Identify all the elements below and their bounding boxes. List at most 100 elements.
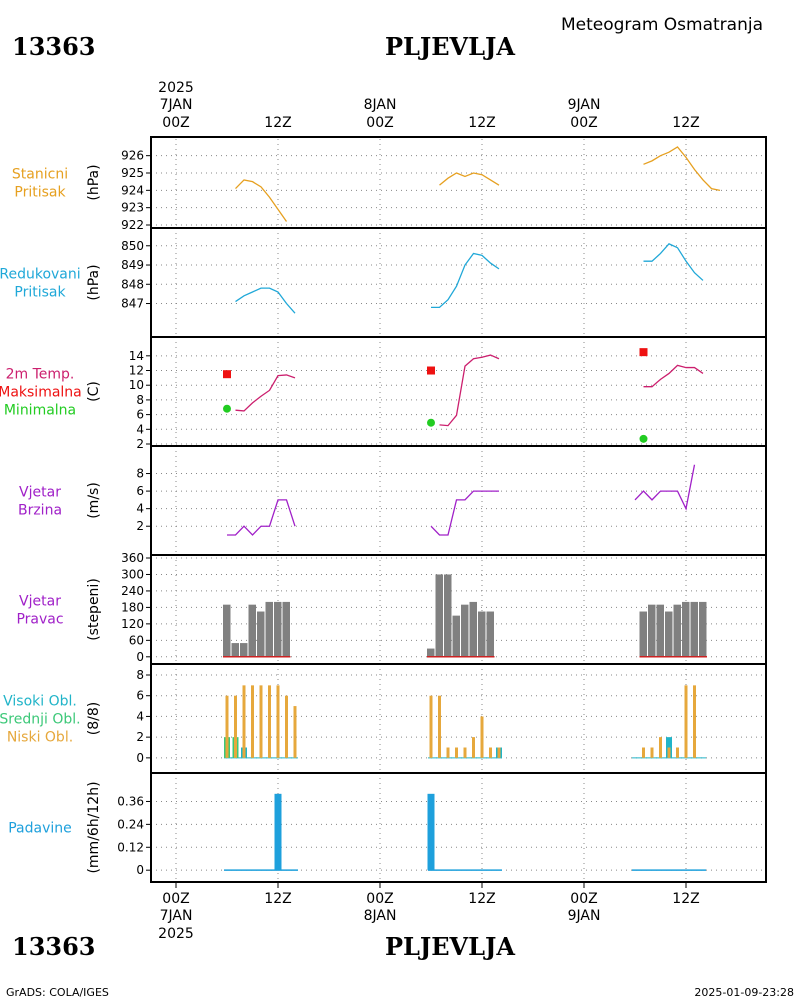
unit-label: (hPa) <box>86 164 102 200</box>
timestamp: 2025-01-09-23:28 <box>694 986 794 999</box>
y-tick-label: 10 <box>129 378 144 392</box>
direction-bar <box>444 574 452 657</box>
y-tick-label: 0 <box>136 863 144 877</box>
top-hour-label: 12Z <box>468 115 495 131</box>
y-tick-label: 0.24 <box>117 817 144 831</box>
low-cloud-bar <box>667 747 671 758</box>
unit-label: (mm/6h/12h) <box>86 781 102 873</box>
y-tick-label: 6 <box>136 484 144 498</box>
panel-label: Brzina <box>18 503 62 519</box>
precip-bar <box>427 793 435 871</box>
panel-label: Redukovani <box>0 267 81 283</box>
low-cloud-bar <box>285 695 288 758</box>
panel-label: Pritisak <box>14 285 66 301</box>
direction-bar <box>478 611 486 657</box>
low-cloud-bar <box>463 747 467 758</box>
direction-bar <box>452 615 460 657</box>
panel-2 <box>146 336 767 447</box>
bottom-date-label: 9JAN <box>568 908 601 924</box>
panel-frame <box>150 136 767 229</box>
y-tick-label: 180 <box>121 600 144 614</box>
low-cloud-bar <box>251 685 254 758</box>
series-line <box>235 179 288 222</box>
low-cloud-bar <box>642 747 645 758</box>
panel-3 <box>146 445 767 556</box>
panel-6 <box>146 772 767 883</box>
bottom-hour-label: 00Z <box>162 891 189 907</box>
low-cloud-bar <box>225 695 229 758</box>
series-line <box>431 252 500 309</box>
bottom-hour-label: 00Z <box>570 891 597 907</box>
max-temp-point <box>427 366 435 375</box>
series-line <box>643 146 721 191</box>
panel-label: Pravac <box>16 612 63 628</box>
min-temp-point <box>427 418 435 427</box>
direction-bar <box>699 601 707 657</box>
max-temp-point <box>223 370 231 379</box>
direction-bar <box>665 611 673 657</box>
station-id-top: 13363 <box>12 32 96 61</box>
bottom-year-label: 2025 <box>158 926 194 942</box>
unit-label: (stepeni) <box>86 578 102 641</box>
y-tick-label: 847 <box>121 297 144 311</box>
y-tick-label: 6 <box>136 408 144 422</box>
y-tick-label: 8 <box>136 467 144 481</box>
y-tick-label: 0.36 <box>117 794 144 808</box>
y-tick-label: 923 <box>121 201 144 215</box>
series-line <box>430 490 499 536</box>
top-hour-label: 00Z <box>570 115 597 131</box>
panel-label: Visoki Obl. <box>3 694 77 710</box>
series-line <box>227 499 296 536</box>
bottom-hour-label: 12Z <box>264 891 291 907</box>
direction-bar <box>223 604 231 657</box>
low-cloud-bar <box>438 695 441 758</box>
unit-label: (m/s) <box>86 482 102 519</box>
low-cloud-bar <box>472 737 475 758</box>
y-tick-label: 14 <box>129 349 144 363</box>
y-tick-label: 2 <box>136 730 144 744</box>
direction-bar <box>265 601 273 657</box>
top-date-label: 7JAN <box>160 97 193 113</box>
direction-bar <box>427 648 435 657</box>
panel-label: Srednji Obl. <box>0 712 81 728</box>
series-line <box>643 243 704 281</box>
low-cloud-bar <box>429 695 433 758</box>
direction-bar <box>257 611 265 657</box>
panel-frame <box>150 336 767 447</box>
direction-bar <box>274 601 282 657</box>
direction-bar <box>673 604 681 657</box>
y-tick-label: 924 <box>121 183 144 197</box>
panel-label: Minimalna <box>4 403 76 419</box>
panel-label: Niski Obl. <box>7 730 73 746</box>
top-hour-label: 00Z <box>162 115 189 131</box>
low-cloud-bar <box>659 737 662 758</box>
series-line <box>235 287 296 314</box>
y-tick-label: 300 <box>121 567 144 581</box>
direction-bar <box>461 604 469 657</box>
y-tick-label: 360 <box>121 551 144 565</box>
low-cloud-bar <box>489 747 492 758</box>
y-tick-label: 120 <box>121 617 144 631</box>
min-temp-point <box>639 434 648 443</box>
y-tick-label: 8 <box>136 668 144 682</box>
low-cloud-bar <box>497 747 501 758</box>
y-tick-label: 2 <box>136 437 144 451</box>
panel-label: Padavine <box>8 821 72 837</box>
panel-label: 2m Temp. <box>6 367 75 383</box>
y-tick-label: 12 <box>129 364 144 378</box>
panel-frame <box>150 772 767 883</box>
y-tick-label: 2 <box>136 519 144 533</box>
low-cloud-bar <box>259 685 263 758</box>
panel-4 <box>146 554 767 665</box>
low-cloud-bar <box>676 747 679 758</box>
bottom-date-label: 8JAN <box>364 908 397 924</box>
panel-label: Stanicni <box>12 167 68 183</box>
top-date-label: 8JAN <box>364 97 397 113</box>
low-cloud-bar <box>268 685 271 758</box>
top-hour-label: 12Z <box>264 115 291 131</box>
low-cloud-bar <box>455 747 458 758</box>
y-tick-label: 0 <box>136 650 144 664</box>
low-cloud-bar <box>446 747 450 758</box>
top-hour-label: 12Z <box>672 115 699 131</box>
